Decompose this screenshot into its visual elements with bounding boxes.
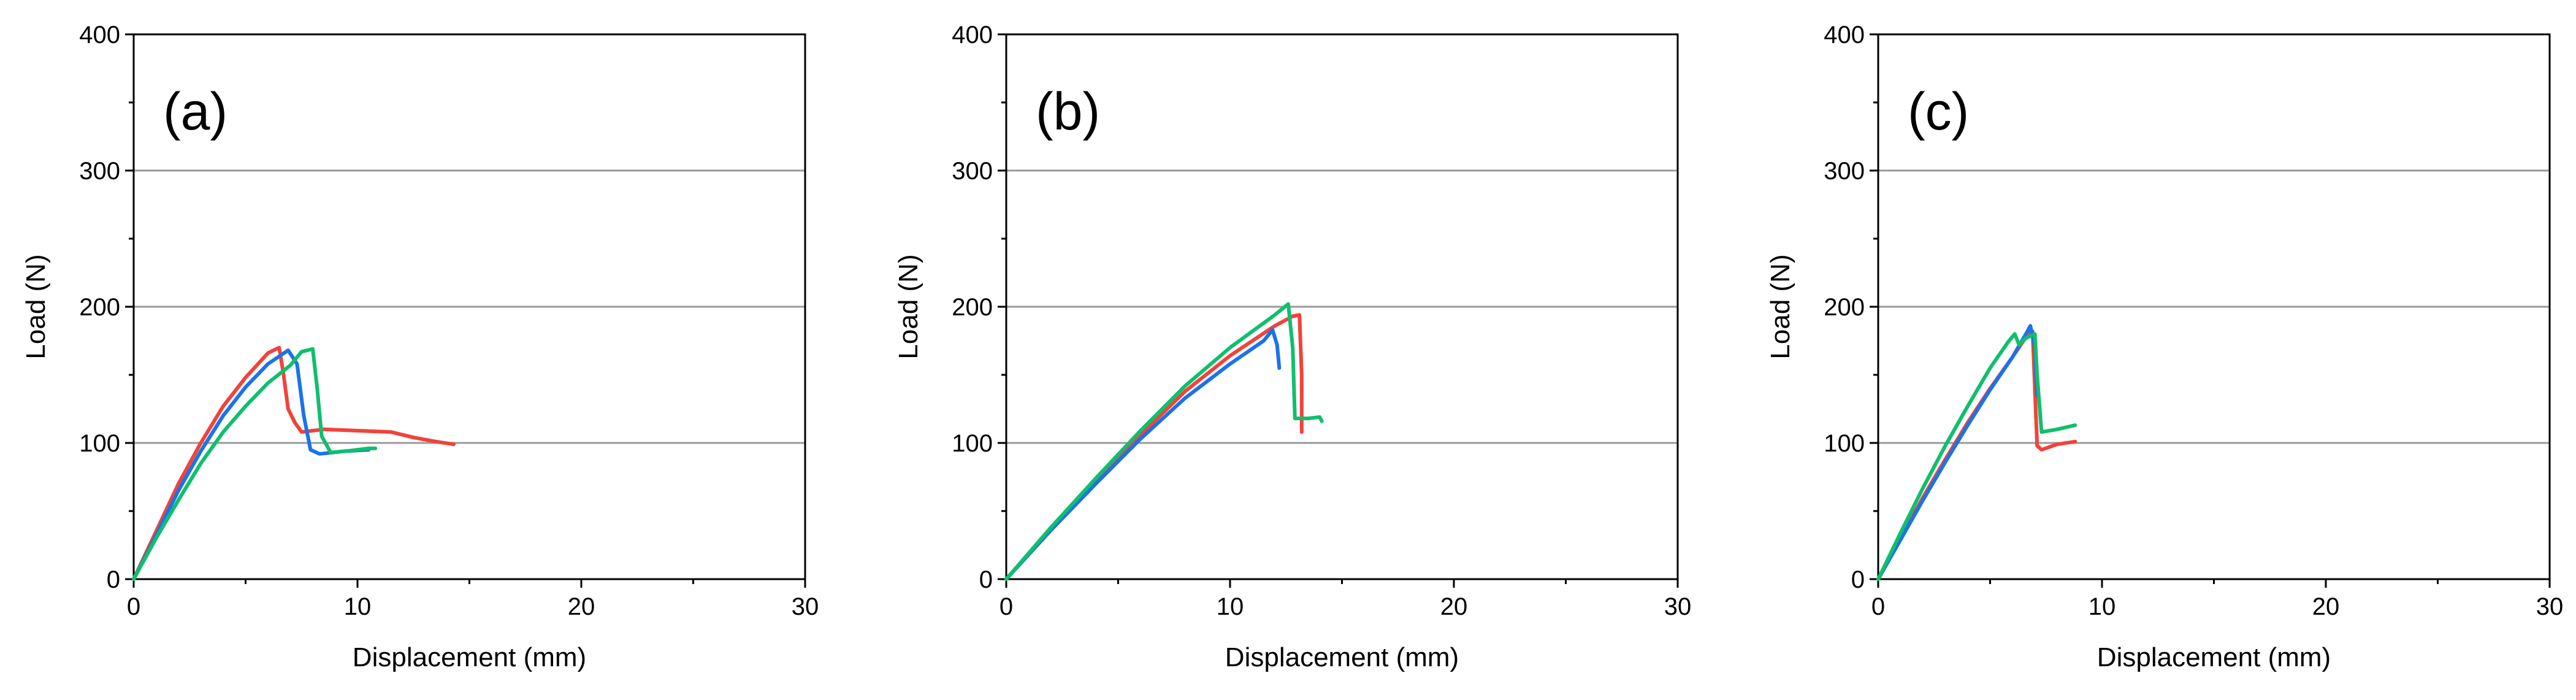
- y-tick-label: 100: [1824, 430, 1865, 457]
- y-axis-title: Load (N): [1765, 254, 1795, 359]
- y-tick-label: 200: [1824, 294, 1865, 321]
- y-axis-title: Load (N): [21, 254, 51, 359]
- x-tick-label: 20: [2312, 593, 2340, 620]
- y-tick-label: 400: [79, 21, 120, 48]
- series-line-red: [1876, 329, 2077, 581]
- y-tick-label: 300: [1824, 158, 1865, 185]
- x-tick-label: 10: [1217, 593, 1244, 620]
- series-line-blue: [132, 348, 371, 581]
- series-line-red: [1004, 313, 1304, 581]
- y-tick-label: 200: [79, 294, 120, 321]
- x-axis-title: Displacement (mm): [353, 642, 586, 672]
- x-tick-label: 20: [568, 593, 595, 620]
- x-tick-label: 30: [1664, 593, 1692, 620]
- x-tick-label: 0: [1871, 593, 1885, 620]
- series-line-blue: [1876, 324, 2039, 581]
- x-tick-label: 0: [999, 593, 1013, 620]
- panel-label: (b): [1036, 82, 1100, 141]
- series-line-green: [1004, 302, 1324, 581]
- y-tick-label: 0: [979, 566, 993, 593]
- y-tick-label: 300: [79, 158, 120, 185]
- series-line-red: [132, 345, 456, 581]
- series-line-blue: [1004, 328, 1282, 581]
- y-tick-label: 400: [952, 21, 993, 48]
- y-tick-label: 300: [952, 158, 993, 185]
- y-tick-label: 0: [107, 566, 120, 593]
- x-tick-label: 10: [344, 593, 372, 620]
- x-tick-label: 30: [792, 593, 819, 620]
- y-tick-label: 200: [952, 294, 993, 321]
- y-tick-label: 100: [952, 430, 993, 457]
- x-tick-label: 30: [2536, 593, 2564, 620]
- x-tick-label: 20: [1440, 593, 1468, 620]
- series-line-green: [132, 347, 378, 581]
- y-tick-label: 0: [1851, 566, 1865, 593]
- y-tick-label: 400: [1824, 21, 1865, 48]
- x-axis-title: Displacement (mm): [1225, 642, 1459, 672]
- x-tick-label: 10: [2089, 593, 2116, 620]
- panel-label: (c): [1908, 82, 1969, 141]
- y-axis-title: Load (N): [893, 254, 923, 359]
- x-axis-title: Displacement (mm): [2097, 642, 2331, 672]
- y-tick-label: 100: [79, 430, 120, 457]
- panel-label: (a): [163, 82, 227, 141]
- series-line-green: [1876, 332, 2077, 581]
- x-tick-label: 0: [127, 593, 140, 620]
